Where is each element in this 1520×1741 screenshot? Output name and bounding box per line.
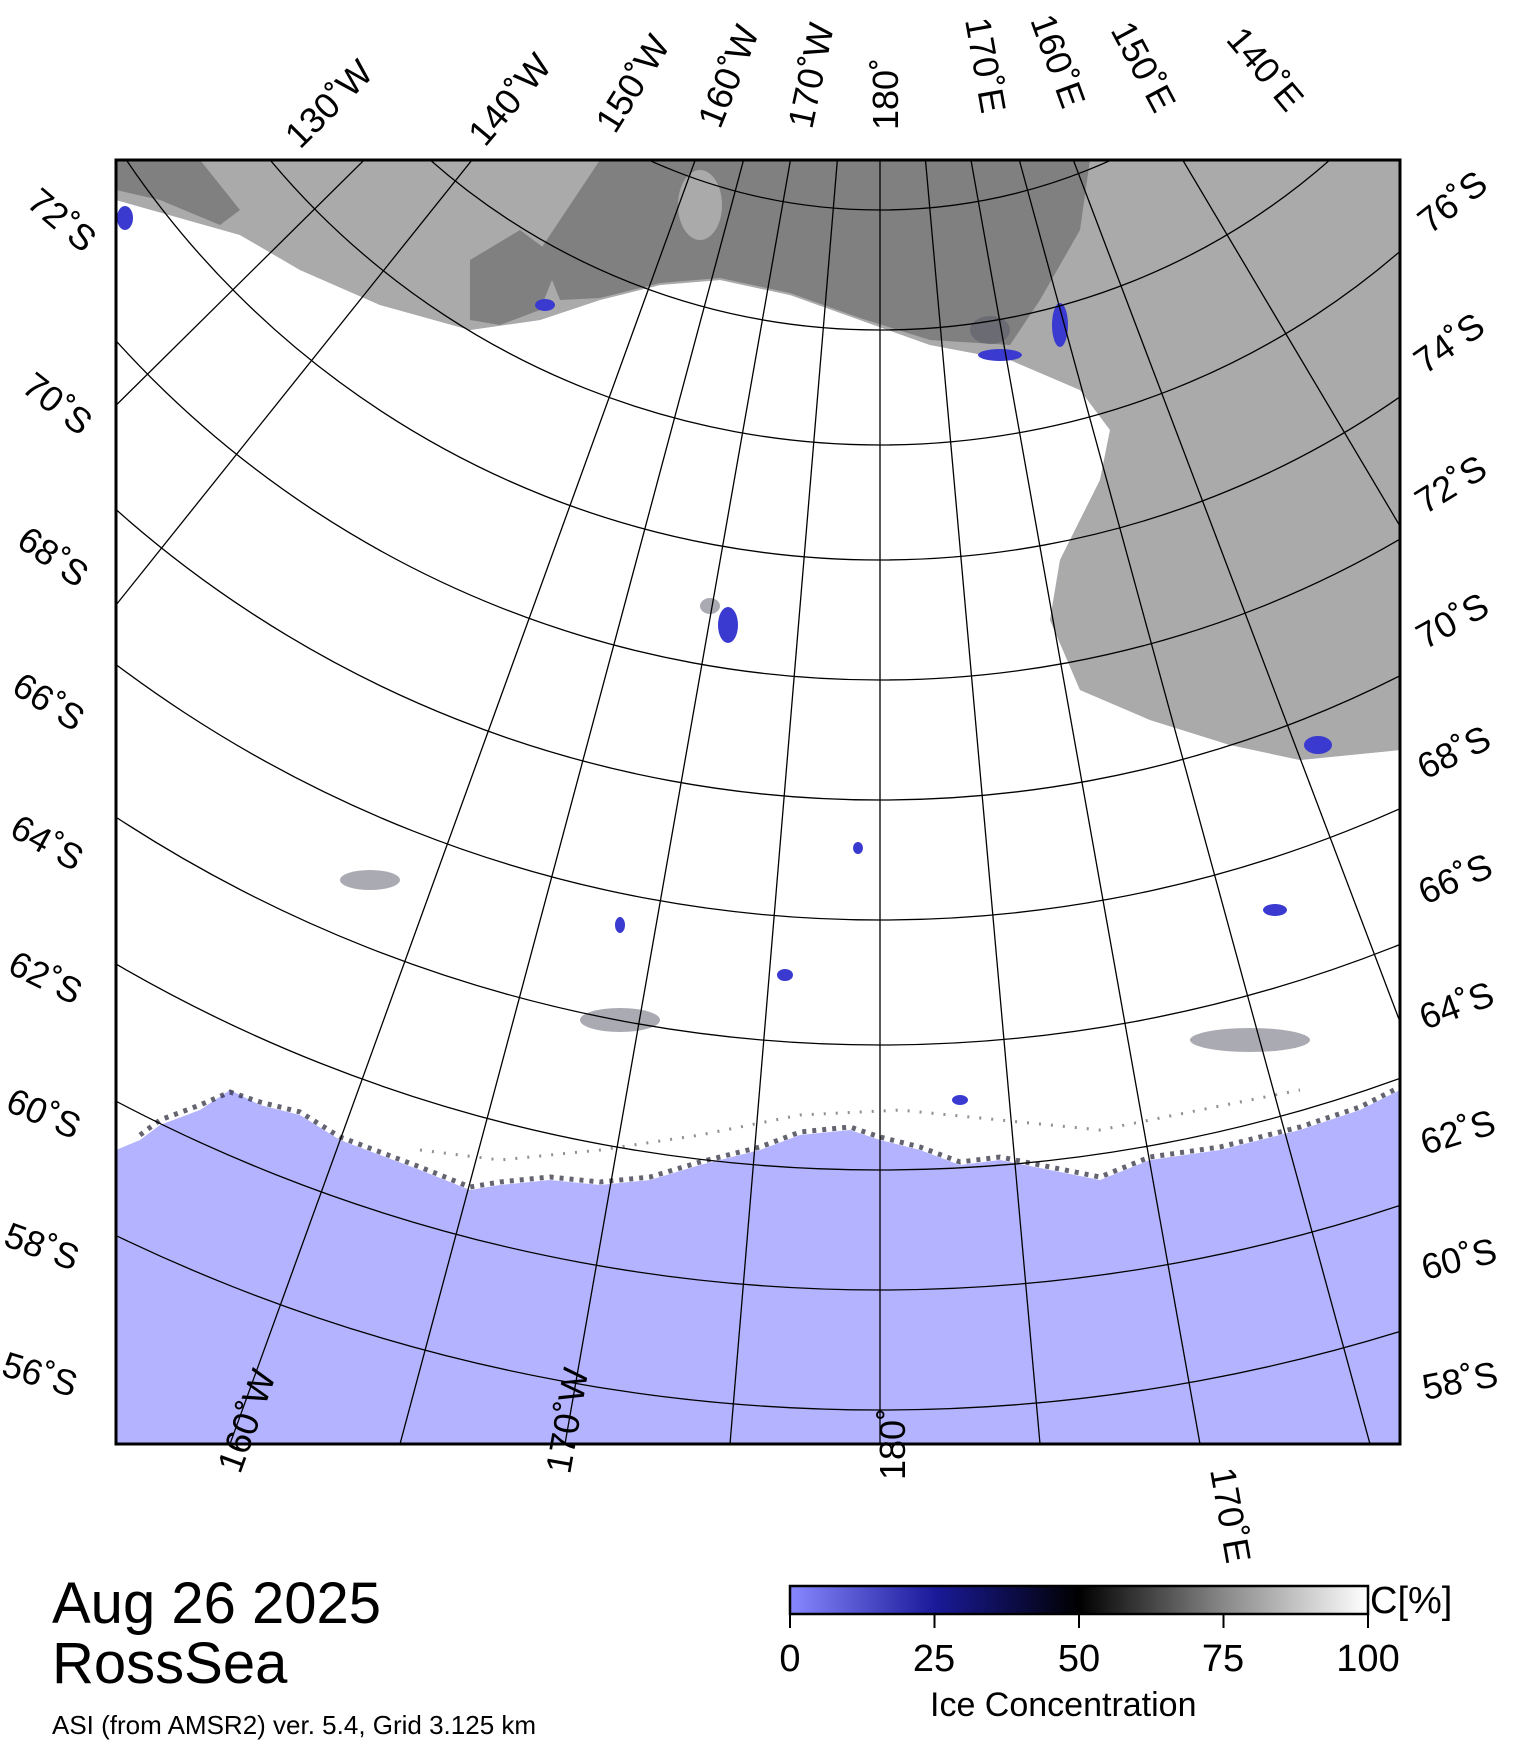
lat-label-right: 60˚S [1417, 1230, 1501, 1288]
right-latitude-labels: 76˚S 74˚S 72˚S 70˚S 68˚S 66˚S 64˚S 62˚S … [1406, 162, 1501, 1408]
lat-label-left: 56˚S [0, 1343, 82, 1404]
graticule [116, 160, 1400, 1444]
lon-label-top: 160˚E [1022, 9, 1093, 113]
colorbar-tick-label: 75 [1201, 1638, 1245, 1680]
colorbar-tick-label: 50 [1057, 1638, 1101, 1680]
left-latitude-labels: 72˚S 70˚S 68˚S 66˚S 64˚S 62˚S 60˚S 58˚S … [0, 180, 104, 1405]
colorbar-tick-label: 100 [1336, 1638, 1400, 1680]
lat-label-left: 58˚S [0, 1214, 85, 1279]
map-frame [114, 158, 1402, 1446]
lon-label-top: 130˚W [277, 52, 381, 156]
lat-label-right: 72˚S [1408, 447, 1494, 522]
lat-label-right: 68˚S [1411, 717, 1497, 787]
lat-label-left: 72˚S [20, 180, 105, 260]
lat-label-right: 76˚S [1410, 162, 1495, 241]
colorbar-title: Ice Concentration [930, 1686, 1197, 1724]
colorbar-tick-label: 25 [912, 1638, 956, 1680]
lon-label-top: 150˚E [1103, 15, 1184, 119]
date-title: Aug 26 2025 [52, 1571, 381, 1636]
lat-label-left: 64˚S [4, 806, 90, 879]
lat-label-right: 58˚S [1419, 1353, 1501, 1408]
source-info: ASI (from AMSR2) ver. 5.4, Grid 3.125 km [52, 1710, 537, 1740]
lat-label-right: 66˚S [1412, 845, 1498, 912]
lon-label-top: 170˚W [780, 19, 842, 131]
lon-label-top: 140˚E [1219, 19, 1312, 119]
lon-label-top: 160˚W [689, 19, 767, 133]
lat-label-left: 68˚S [10, 518, 96, 595]
lon-label-top: 170˚E [957, 14, 1014, 116]
lon-label-top: 140˚W [460, 46, 560, 154]
land-inclusion [678, 170, 722, 240]
lon-label-top: 180˚ [865, 58, 906, 130]
ice-shelf-area [540, 160, 1090, 345]
colorbar-unit: C[%] [1370, 1580, 1453, 1622]
lat-label-right: 74˚S [1406, 304, 1492, 381]
colorbar-ticks [789, 1614, 1369, 1628]
sea-ice-area [116, 200, 1400, 1190]
low-concentration-patches [117, 206, 1332, 1105]
lat-label-right: 62˚S [1415, 1101, 1500, 1162]
lat-label-left: 60˚S [1, 1080, 87, 1147]
lat-label-left: 62˚S [2, 942, 88, 1012]
region-title: RossSea [52, 1631, 288, 1696]
lon-label-bottom: 180˚ [872, 1408, 913, 1480]
ice-shelf-area-west [116, 160, 240, 225]
colorbar-tick-label: 0 [779, 1638, 801, 1680]
ice-edge-texture [138, 1084, 1400, 1190]
lat-label-right: 64˚S [1414, 973, 1499, 1038]
top-longitude-labels: 130˚W 140˚W 150˚W 160˚W 170˚W 180˚ 170˚E… [277, 9, 1312, 156]
lon-label-top: 150˚W [587, 28, 678, 140]
lat-label-left: 66˚S [6, 664, 92, 739]
lon-label-bottom: 170˚E [1202, 1464, 1259, 1566]
colorbar [788, 1584, 1370, 1616]
lat-label-left: 70˚S [15, 364, 100, 443]
lat-label-right: 70˚S [1409, 584, 1495, 657]
